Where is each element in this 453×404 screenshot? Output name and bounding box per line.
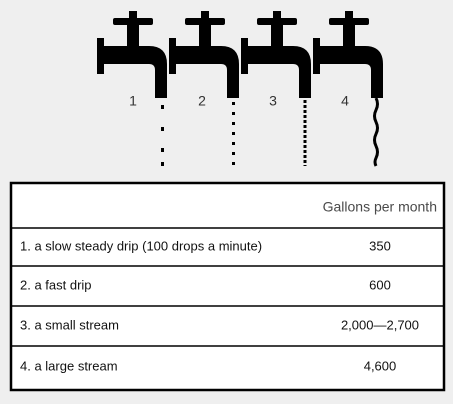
row-value: 350 bbox=[369, 238, 391, 253]
faucet-label: 3 bbox=[269, 93, 277, 109]
faucet-label: 2 bbox=[198, 93, 206, 109]
row-label: 3. a small stream bbox=[20, 317, 119, 332]
row-value: 600 bbox=[369, 277, 391, 292]
faucet-label: 1 bbox=[129, 93, 137, 109]
row-label: 2. a fast drip bbox=[20, 277, 92, 292]
row-value: 4,600 bbox=[364, 358, 397, 373]
diagram: 1 2 3 4 Gallons per month 1. a slow stea… bbox=[0, 0, 453, 404]
faucet-label: 4 bbox=[341, 93, 349, 109]
row-value: 2,000—2,700 bbox=[341, 317, 419, 332]
row-label: 4. a large stream bbox=[20, 358, 118, 373]
page: 1 2 3 4 Gallons per month 1. a slow stea… bbox=[0, 0, 453, 404]
row-label: 1. a slow steady drip (100 drops a minut… bbox=[20, 238, 262, 253]
table-header: Gallons per month bbox=[323, 199, 437, 215]
